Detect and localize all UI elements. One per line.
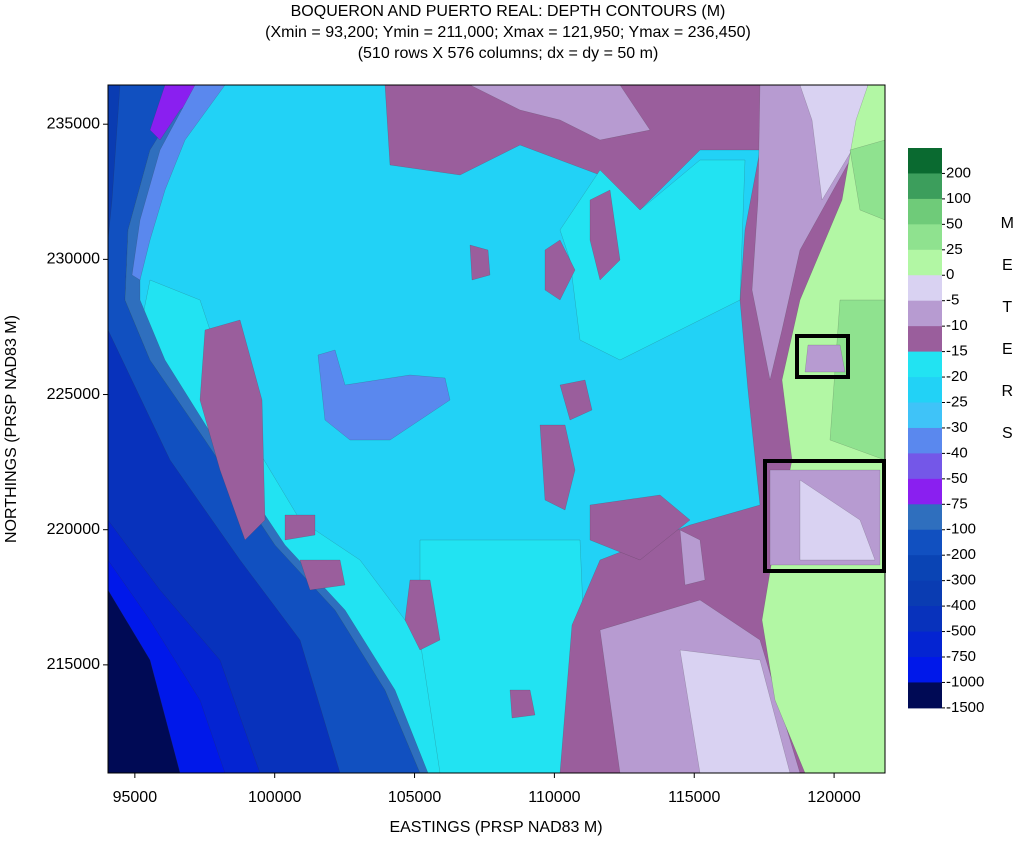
colorbar-band: [908, 377, 942, 403]
x-tick-label: 100000: [248, 789, 301, 806]
y-tick-label: 230000: [47, 251, 100, 268]
colorbar-tick-label: -50: [946, 470, 968, 487]
depth-region: [284, 514, 316, 541]
colorbar-band: [908, 631, 942, 658]
depth-region: [131, 85, 226, 281]
depth-map: [108, 85, 885, 773]
x-tick-label: 120000: [807, 789, 860, 806]
depth-region: [199, 319, 266, 541]
x-tick-label: 115000: [668, 789, 720, 806]
depth-region: [799, 85, 869, 201]
colorbar-tick-label: -15: [946, 343, 968, 360]
colorbar-band: [908, 504, 942, 531]
x-tick-label: 110000: [528, 789, 580, 806]
colorbar-band: [908, 529, 942, 556]
colorbar-band: [908, 249, 942, 276]
colorbar-tick-label: -20: [946, 368, 968, 385]
colorbar-band: [908, 300, 942, 327]
depth-region: [539, 424, 576, 511]
colorbar-tick-label: -100: [946, 521, 976, 538]
highlight-box: [763, 459, 886, 573]
colorbar-band: [908, 148, 942, 174]
chart-title: BOQUERON AND PUERTO REAL: DEPTH CONTOURS…: [291, 3, 726, 20]
colorbar-band: [908, 198, 942, 225]
depth-region: [299, 559, 346, 591]
colorbar-tick-label: -30: [946, 419, 968, 436]
colorbar-band: [908, 351, 942, 378]
colorbar-band: [908, 580, 942, 607]
colorbar-tick-label: -10: [946, 317, 968, 334]
colorbar-band: [908, 555, 942, 582]
y-axis-label: NORTHINGS (PRSP NAD83 M): [3, 315, 20, 543]
colorbar-band: [908, 275, 942, 302]
chart-subtitle: (Xmin = 93,200; Ymin = 211,000; Xmax = 1…: [265, 24, 751, 41]
depth-region: [108, 85, 121, 241]
depth-region: [108, 589, 181, 773]
colorbar-tick-label: -750: [946, 648, 976, 665]
x-tick-label: 95000: [113, 789, 158, 806]
colorbar-band: [908, 478, 942, 505]
plot-frame: [107, 84, 886, 774]
depth-region: [589, 189, 621, 281]
colorbar-tick-label: -25: [946, 393, 968, 410]
depth-region: [317, 349, 451, 441]
colorbar-tick-label: -1500: [946, 699, 984, 716]
depth-region: [799, 479, 876, 561]
colorbar-tick-label: 0: [946, 266, 954, 283]
colorbar-tick-label: -500: [946, 623, 976, 640]
colorbar-band: [908, 326, 942, 353]
x-axis-label: EASTINGS (PRSP NAD83 M): [389, 819, 602, 836]
depth-region: [149, 85, 211, 141]
colorbar-tick-label: 25: [946, 241, 963, 258]
highlight-box: [795, 334, 850, 379]
depth-region: [509, 689, 536, 719]
colorbar-tick-label: 200: [946, 164, 971, 181]
colorbar-tick-label: 100: [946, 190, 971, 207]
depth-region: [589, 494, 691, 561]
depth-region: [469, 244, 491, 281]
colorbar-tick-label: -200: [946, 546, 976, 563]
colorbar-tick-label: -1000: [946, 673, 984, 690]
colorbar-band: [908, 606, 942, 633]
colorbar-band: [908, 657, 942, 683]
colorbar-tick-label: -400: [946, 597, 976, 614]
colorbar-tick-label: -40: [946, 444, 968, 461]
x-tick-label: 105000: [388, 789, 441, 806]
depth-region: [404, 579, 441, 651]
y-tick-label: 220000: [47, 521, 100, 538]
colorbar-band: [908, 427, 942, 454]
y-tick-label: 235000: [47, 115, 100, 132]
chart-subtitle: (510 rows X 576 columns; dx = dy = 50 m): [358, 45, 659, 62]
colorbar-band: [908, 173, 942, 200]
depth-region: [849, 139, 885, 221]
depth-region: [544, 239, 576, 301]
colorbar-label: METERS: [999, 215, 1016, 467]
depth-region: [679, 649, 791, 773]
depth-region: [559, 379, 593, 421]
depth-region: [679, 529, 706, 586]
colorbar-band: [908, 453, 942, 480]
y-tick-label: 215000: [47, 656, 100, 673]
depth-region: [469, 85, 651, 141]
colorbar-tick-label: 50: [946, 215, 963, 232]
colorbar-tick-label: -5: [946, 292, 959, 309]
colorbar-band: [908, 682, 942, 709]
depth-region: [829, 299, 885, 461]
colorbar-tick-label: -300: [946, 572, 976, 589]
y-tick-label: 225000: [47, 386, 100, 403]
depth-region: [804, 344, 846, 373]
colorbar-band: [908, 224, 942, 251]
colorbar-band: [908, 402, 942, 429]
colorbar-tick-label: -75: [946, 495, 968, 512]
